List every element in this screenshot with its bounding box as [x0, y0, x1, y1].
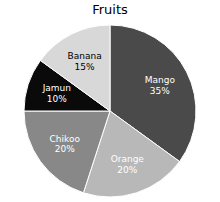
svg-text:Banana15%: Banana15% [68, 51, 102, 72]
svg-text:Orange20%: Orange20% [111, 154, 145, 175]
svg-text:Mango35%: Mango35% [145, 75, 176, 96]
svg-text:Chikoo20%: Chikoo20% [50, 134, 81, 155]
html-text:Fruits: Fruits [92, 2, 128, 17]
svg-text:Jamun10%: Jamun10% [42, 83, 71, 104]
